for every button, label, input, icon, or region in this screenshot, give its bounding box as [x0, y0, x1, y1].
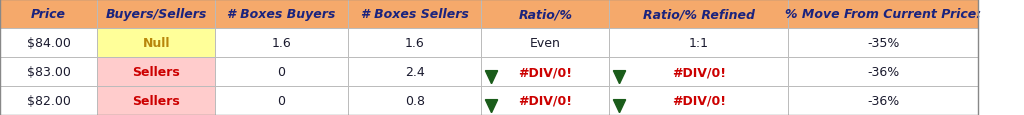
Text: % Move From Current Price:: % Move From Current Price:	[785, 8, 981, 21]
Bar	[788, 86, 978, 115]
Text: $84.00: $84.00	[27, 37, 71, 50]
Bar	[215, 29, 348, 58]
Text: 1:1: 1:1	[689, 37, 709, 50]
Text: $83.00: $83.00	[27, 65, 71, 78]
Bar	[609, 0, 788, 29]
Text: Price: Price	[31, 8, 67, 21]
Text: Sellers: Sellers	[132, 65, 180, 78]
Bar	[97, 86, 215, 115]
Text: #DIV/0!: #DIV/0!	[672, 94, 726, 107]
Bar	[481, 0, 609, 29]
Text: 0: 0	[278, 94, 286, 107]
Bar	[481, 58, 609, 86]
Text: -35%: -35%	[867, 37, 899, 50]
Bar	[348, 86, 481, 115]
Bar	[0, 29, 97, 58]
Polygon shape	[485, 71, 498, 84]
Bar	[0, 86, 97, 115]
Bar	[609, 29, 788, 58]
Bar	[0, 0, 97, 29]
Text: Ratio/% Refined: Ratio/% Refined	[643, 8, 755, 21]
Text: Sellers: Sellers	[132, 94, 180, 107]
Bar	[215, 86, 348, 115]
Text: 0: 0	[278, 65, 286, 78]
Bar	[348, 58, 481, 86]
Text: 1.6: 1.6	[404, 37, 425, 50]
Bar	[788, 58, 978, 86]
Text: 1.6: 1.6	[271, 37, 292, 50]
Text: # Boxes Buyers: # Boxes Buyers	[227, 8, 336, 21]
Text: #DIV/0!: #DIV/0!	[672, 65, 726, 78]
Text: Even: Even	[529, 37, 561, 50]
Bar	[215, 58, 348, 86]
Bar	[788, 29, 978, 58]
Text: $82.00: $82.00	[27, 94, 71, 107]
Bar	[97, 29, 215, 58]
Polygon shape	[613, 100, 626, 113]
Bar	[215, 0, 348, 29]
Bar	[609, 86, 788, 115]
Text: Null: Null	[142, 37, 170, 50]
Text: #DIV/0!: #DIV/0!	[518, 65, 572, 78]
Bar	[609, 58, 788, 86]
Bar	[97, 58, 215, 86]
Text: 2.4: 2.4	[404, 65, 425, 78]
Text: Ratio/%: Ratio/%	[518, 8, 572, 21]
Text: 0.8: 0.8	[404, 94, 425, 107]
Polygon shape	[485, 100, 498, 113]
Text: Buyers/Sellers: Buyers/Sellers	[105, 8, 207, 21]
Text: # Boxes Sellers: # Boxes Sellers	[360, 8, 469, 21]
Bar	[481, 86, 609, 115]
Bar	[481, 29, 609, 58]
Bar	[348, 29, 481, 58]
Text: #DIV/0!: #DIV/0!	[518, 94, 572, 107]
Text: -36%: -36%	[867, 94, 899, 107]
Bar	[788, 0, 978, 29]
Polygon shape	[613, 71, 626, 84]
Bar	[0, 58, 97, 86]
Bar	[97, 0, 215, 29]
Bar	[348, 0, 481, 29]
Text: -36%: -36%	[867, 65, 899, 78]
